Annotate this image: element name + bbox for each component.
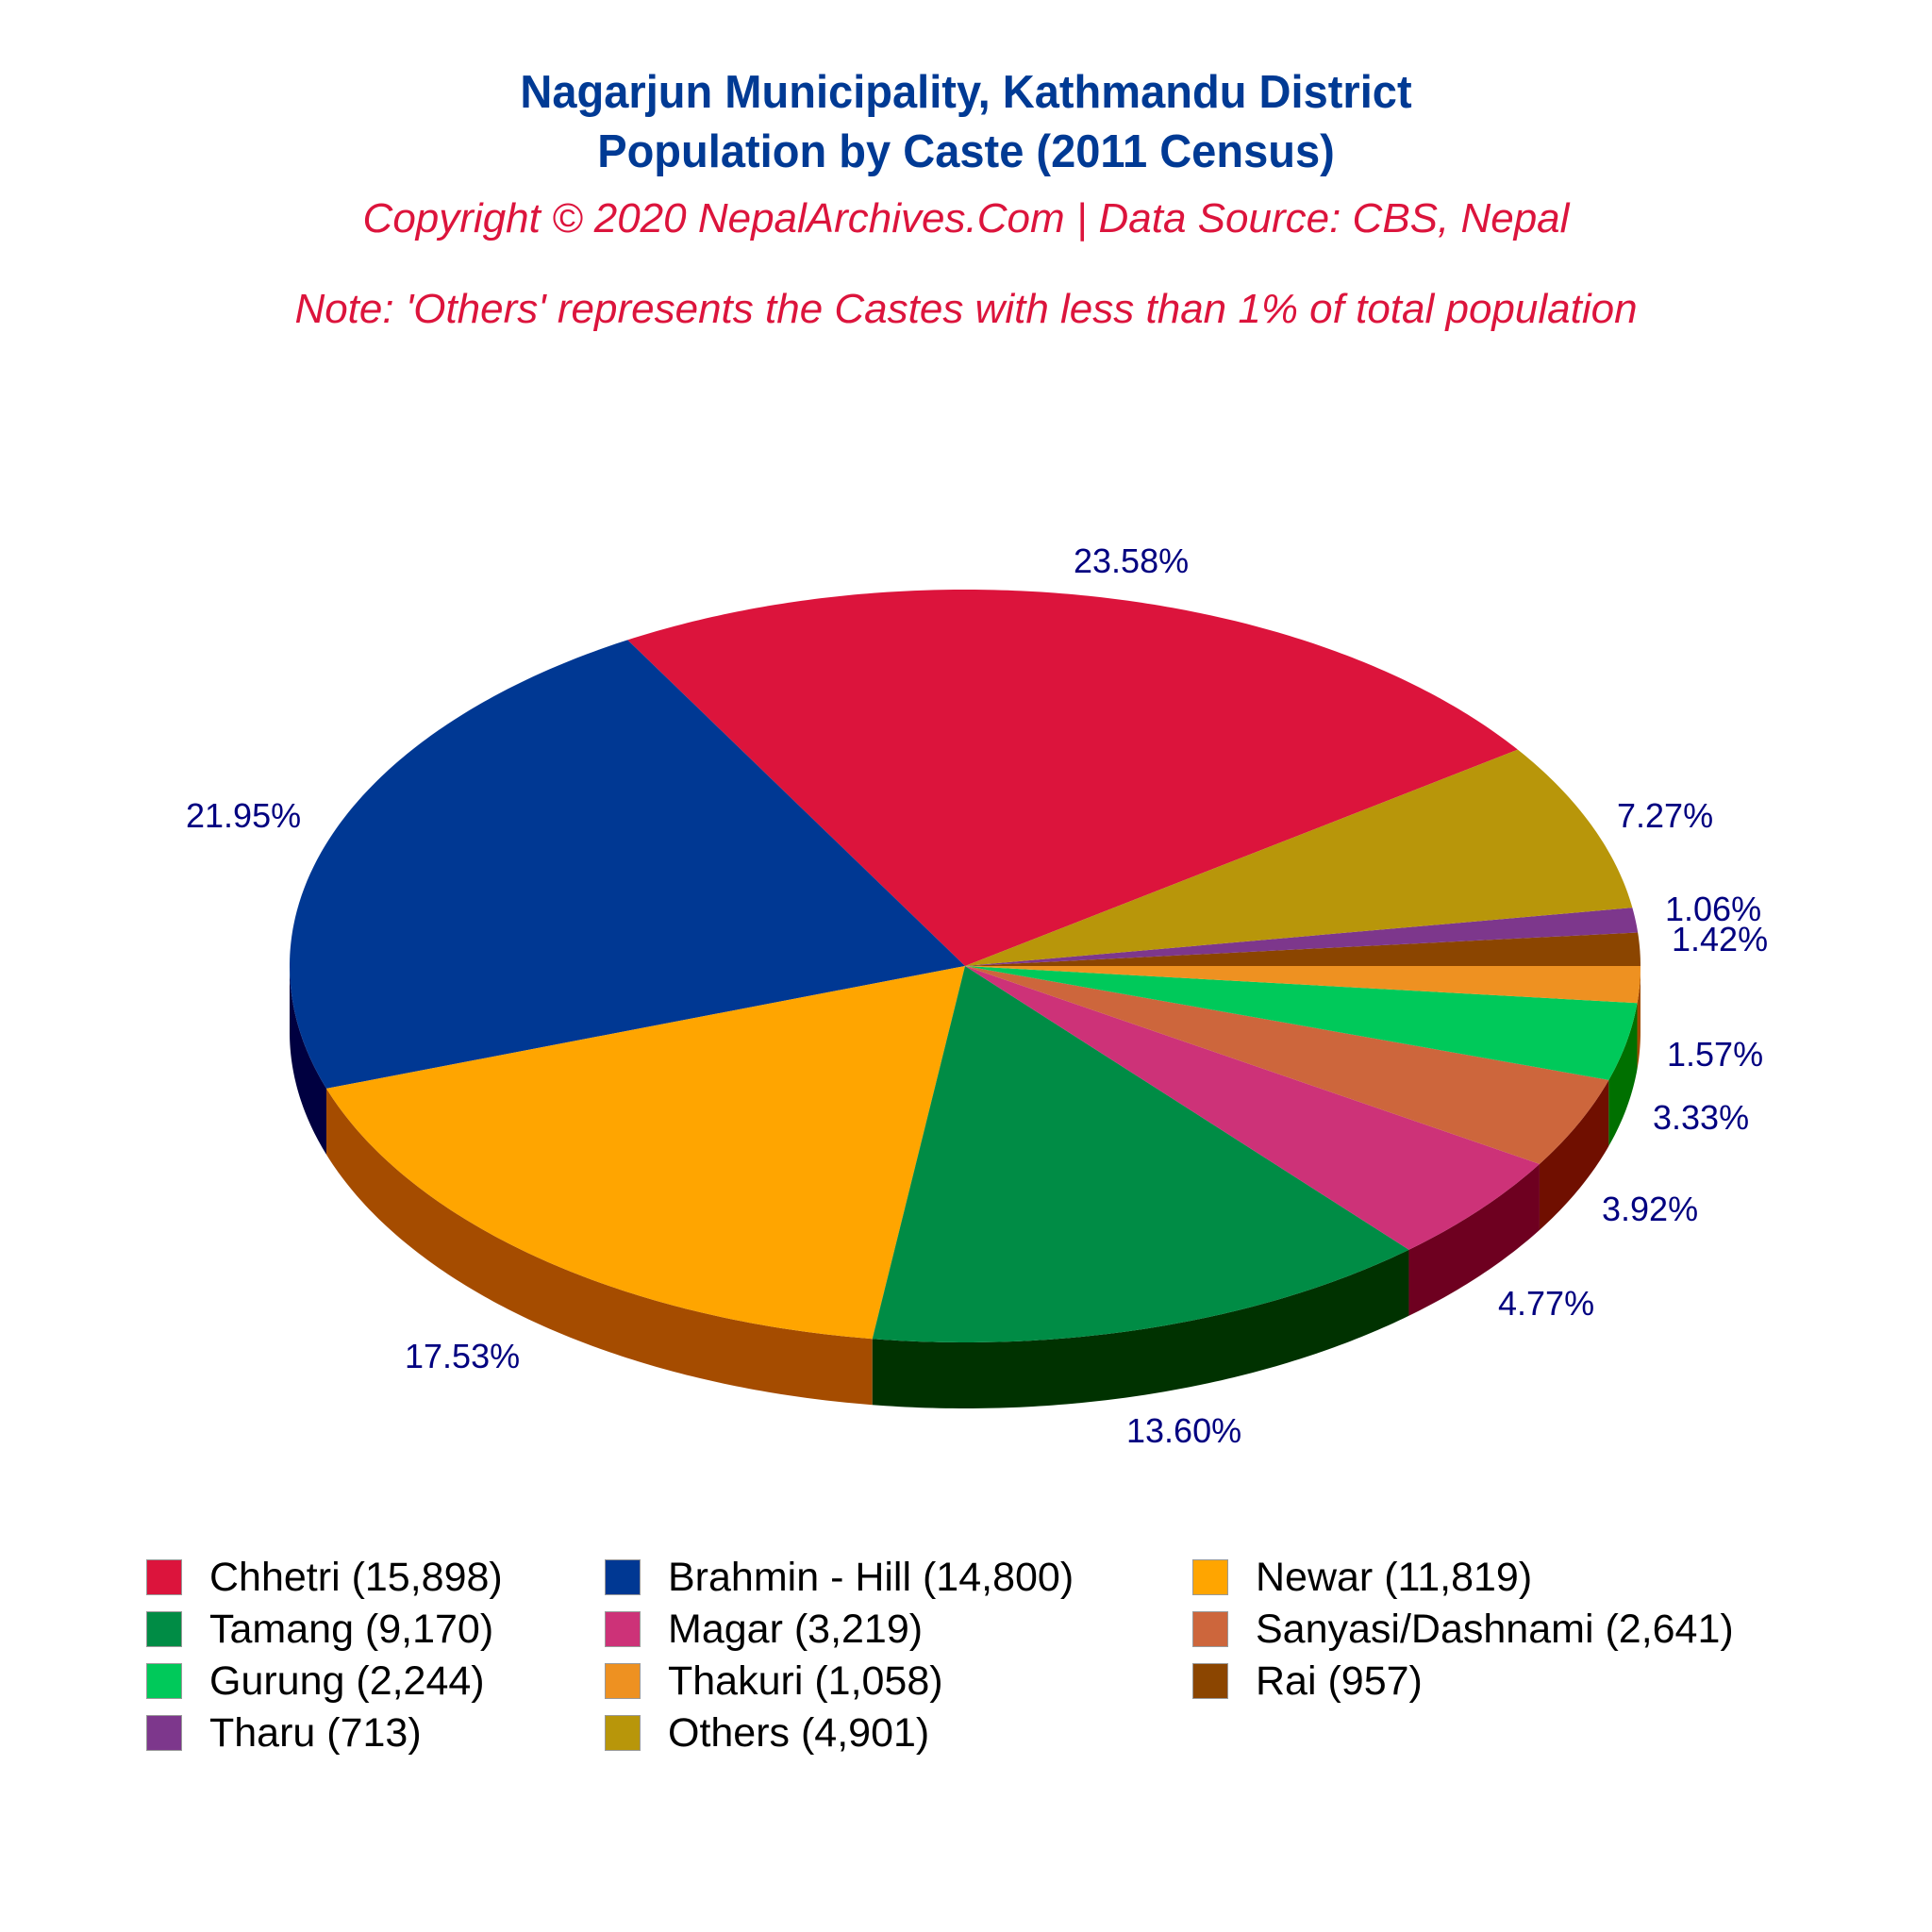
percent-label-gurung: 3.33%	[1653, 1098, 1750, 1137]
pie-slice-tamang[interactable]	[872, 966, 1409, 1342]
pie-slice-chhetri[interactable]	[627, 590, 1518, 966]
pie-slice-magar[interactable]	[965, 966, 1540, 1250]
legend-swatch-icon	[1192, 1663, 1228, 1699]
pie-side-sanyasi-dashnami	[1539, 1079, 1609, 1230]
note-annotation: Note: 'Others' represents the Castes wit…	[294, 286, 1638, 332]
legend-item-tharu[interactable]: Tharu (713)	[146, 1712, 422, 1754]
percent-label-tamang: 13.60%	[1126, 1411, 1242, 1450]
legend-swatch-icon	[605, 1559, 641, 1595]
pie-side-brahmin-hill	[290, 966, 327, 1155]
legend-label: Brahmin - Hill (14,800)	[668, 1555, 1074, 1600]
legend-label: Gurung (2,244)	[209, 1658, 485, 1704]
legend-swatch-icon	[146, 1559, 182, 1595]
percent-label-magar: 4.77%	[1498, 1284, 1595, 1323]
legend-swatch-icon	[1192, 1559, 1228, 1595]
pie-side-thakuri	[1637, 966, 1641, 1070]
pie-slice-newar[interactable]	[326, 966, 965, 1340]
legend-swatch-icon	[146, 1663, 182, 1699]
legend-label: Magar (3,219)	[668, 1607, 924, 1652]
legend-item-rai[interactable]: Rai (957)	[1192, 1660, 1423, 1702]
pie-slice-sanyasi-dashnami[interactable]	[965, 966, 1609, 1164]
legend-swatch-icon	[605, 1715, 641, 1751]
legend-label: Thakuri (1,058)	[668, 1658, 943, 1704]
pie-3d-sides	[290, 966, 1641, 1408]
copyright-subtitle: Copyright © 2020 NepalArchives.Com | Dat…	[362, 195, 1570, 242]
legend-item-others[interactable]: Others (4,901)	[605, 1712, 929, 1754]
legend-item-tamang[interactable]: Tamang (9,170)	[146, 1608, 493, 1650]
percent-label-sanyasi-dashnami: 3.92%	[1602, 1190, 1699, 1228]
legend-swatch-icon	[605, 1663, 641, 1699]
legend-item-newar[interactable]: Newar (11,819)	[1192, 1557, 1532, 1598]
pie-side-tamang	[872, 1249, 1409, 1408]
legend-label: Chhetri (15,898)	[209, 1555, 503, 1600]
pie-slice-others[interactable]	[965, 749, 1633, 966]
pie-slice-rai[interactable]	[965, 932, 1641, 966]
legend-item-magar[interactable]: Magar (3,219)	[605, 1608, 923, 1650]
pie-side-magar	[1408, 1163, 1540, 1316]
percent-label-tharu: 1.06%	[1665, 890, 1762, 928]
legend-label: Rai (957)	[1256, 1658, 1423, 1704]
pie-side-newar	[326, 1088, 873, 1406]
legend-item-brahmin-hill[interactable]: Brahmin - Hill (14,800)	[605, 1557, 1074, 1598]
legend-label: Tharu (713)	[209, 1710, 422, 1756]
legend-item-gurung[interactable]: Gurung (2,244)	[146, 1660, 485, 1702]
legend-label: Newar (11,819)	[1256, 1555, 1533, 1600]
legend-swatch-icon	[605, 1611, 641, 1647]
percent-label-rai: 1.42%	[1672, 920, 1769, 958]
legend-label: Sanyasi/Dashnami (2,641)	[1256, 1607, 1734, 1652]
percent-label-chhetri: 23.58%	[1074, 541, 1190, 580]
legend-swatch-icon	[146, 1715, 182, 1751]
chart-title-line-2: Population by Caste (2011 Census)	[597, 126, 1335, 177]
legend-label: Tamang (9,170)	[209, 1607, 494, 1652]
legend-item-chhetri[interactable]: Chhetri (15,898)	[146, 1557, 503, 1598]
legend-item-thakuri[interactable]: Thakuri (1,058)	[605, 1660, 943, 1702]
legend-swatch-icon	[146, 1611, 182, 1647]
chart-title-line-1: Nagarjun Municipality, Kathmandu Distric…	[520, 67, 1412, 118]
pie-slice-tharu[interactable]	[965, 908, 1639, 966]
percent-label-others: 7.27%	[1617, 796, 1714, 835]
pie-side-gurung	[1608, 1003, 1638, 1146]
percent-label-thakuri: 1.57%	[1667, 1035, 1764, 1074]
percent-label-brahmin-hill: 21.95%	[186, 796, 302, 835]
pie-slice-brahmin-hill[interactable]	[290, 640, 965, 1089]
legend-swatch-icon	[1192, 1611, 1228, 1647]
percent-label-newar: 17.53%	[405, 1337, 521, 1375]
pie-top-face	[290, 590, 1641, 1342]
pie-slice-thakuri[interactable]	[965, 966, 1641, 1004]
legend-label: Others (4,901)	[668, 1710, 930, 1756]
legend-item-sanyasi-dashnami[interactable]: Sanyasi/Dashnami (2,641)	[1192, 1608, 1734, 1650]
pie-slice-gurung[interactable]	[965, 966, 1638, 1080]
